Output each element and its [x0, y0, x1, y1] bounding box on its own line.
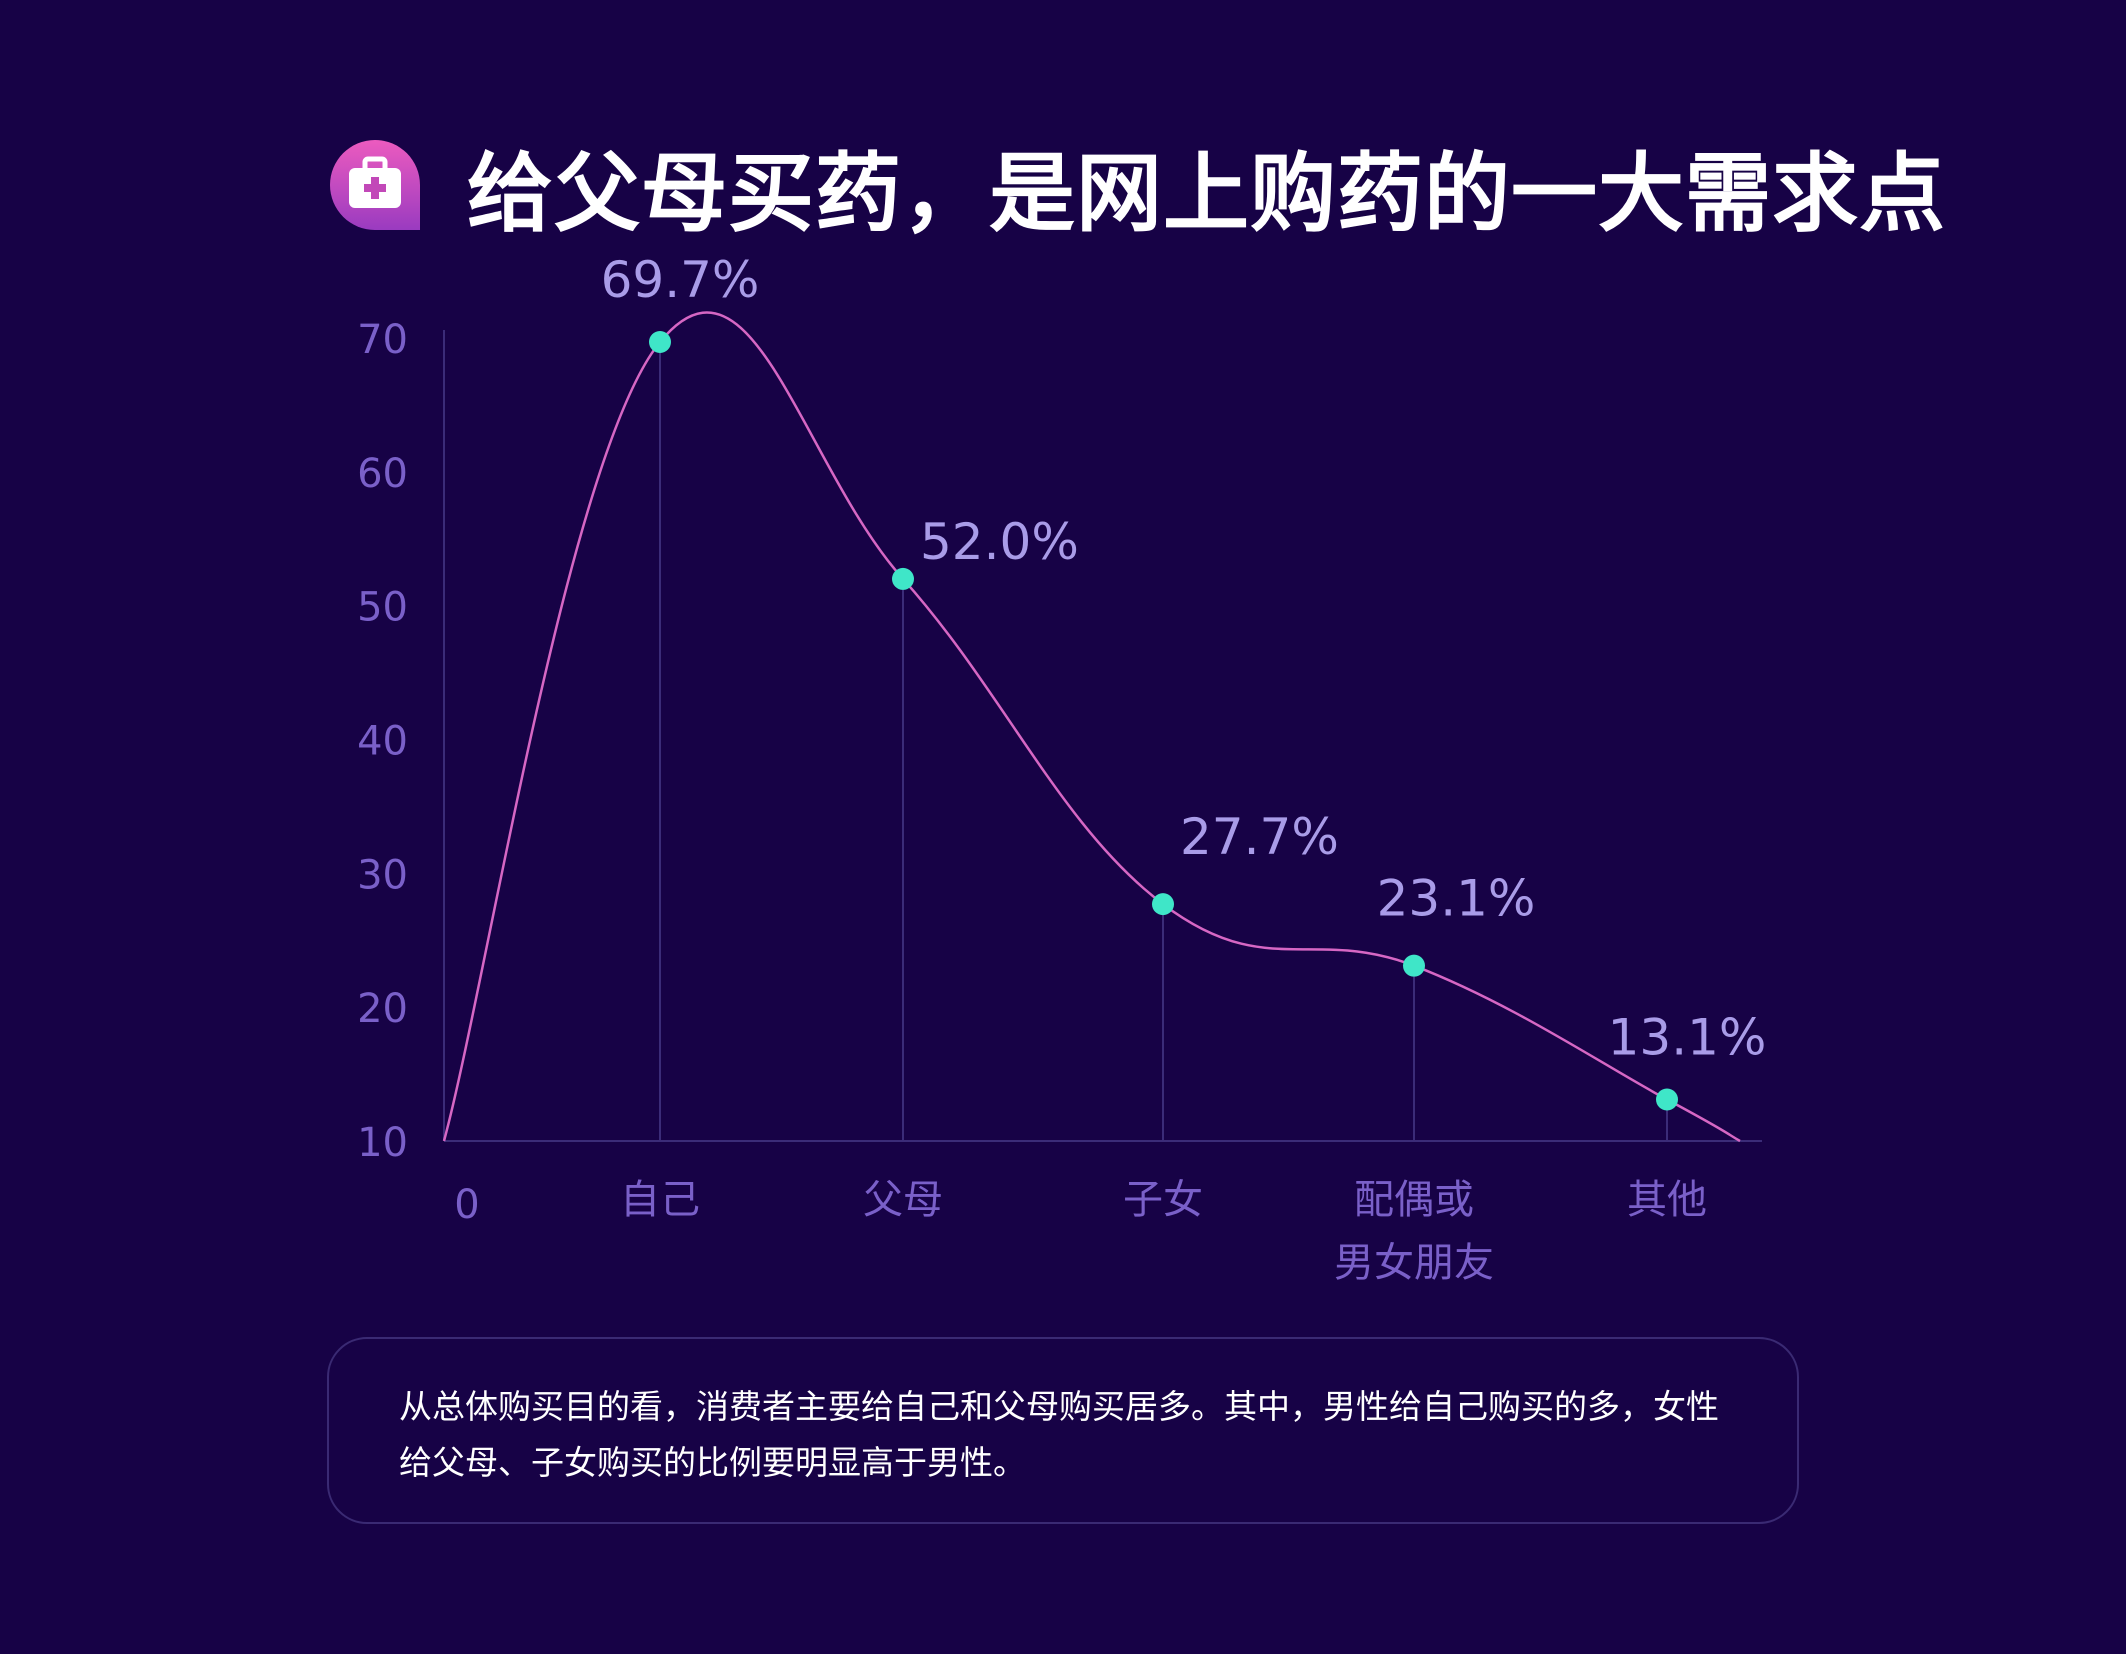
- x-tick-label-line: 男女朋友: [1334, 1240, 1494, 1286]
- y-tick-label: 10: [357, 1120, 408, 1166]
- data-label: 69.7%: [601, 251, 760, 309]
- y-tick-label: 30: [357, 852, 408, 898]
- y-tick-label: 40: [357, 719, 408, 765]
- note-text: 从总体购买目的看，消费者主要给自己和父母购买居多。其中，男性给自己购买的多，女性…: [399, 1387, 1719, 1482]
- data-point: [1152, 893, 1174, 916]
- data-label: 13.1%: [1608, 1009, 1767, 1067]
- x-tick-label-line: 父母: [863, 1177, 943, 1223]
- data-label: 23.1%: [1377, 870, 1536, 928]
- data-label: 52.0%: [920, 513, 1079, 571]
- x-tick-label-line: 其他: [1627, 1177, 1707, 1223]
- series-line: [442, 311, 1741, 1143]
- y-tick-label: 50: [357, 585, 408, 631]
- data-point: [649, 331, 671, 354]
- title-row: 给父母买药，是网上购药的一大需求点: [325, 125, 1946, 245]
- x-tick-label-line: 子女: [1123, 1177, 1203, 1223]
- page-title: 给父母买药，是网上购药的一大需求点: [467, 143, 1946, 244]
- x-origin-label: 0: [454, 1182, 479, 1228]
- note-box: 从总体购买目的看，消费者主要给自己和父母购买居多。其中，男性给自己购买的多，女性…: [327, 1337, 1799, 1524]
- data-point: [1656, 1088, 1678, 1111]
- medical-kit-icon: [325, 135, 425, 235]
- x-tick-label-line: 配偶或: [1354, 1177, 1474, 1223]
- x-tick-label: 父母: [863, 1177, 943, 1223]
- x-tick-label: 子女: [1123, 1177, 1203, 1223]
- y-tick-label: 70: [357, 317, 408, 363]
- y-tick-label: 20: [357, 986, 408, 1032]
- data-label: 27.7%: [1180, 808, 1339, 866]
- x-tick-label: 自己: [620, 1177, 700, 1223]
- x-tick-label-line: 自己: [620, 1177, 700, 1223]
- data-point: [1403, 954, 1425, 977]
- x-tick-label: 配偶或男女朋友: [1334, 1177, 1494, 1286]
- x-tick-label: 其他: [1627, 1177, 1707, 1223]
- data-point: [892, 567, 914, 590]
- y-tick-label: 60: [357, 451, 408, 497]
